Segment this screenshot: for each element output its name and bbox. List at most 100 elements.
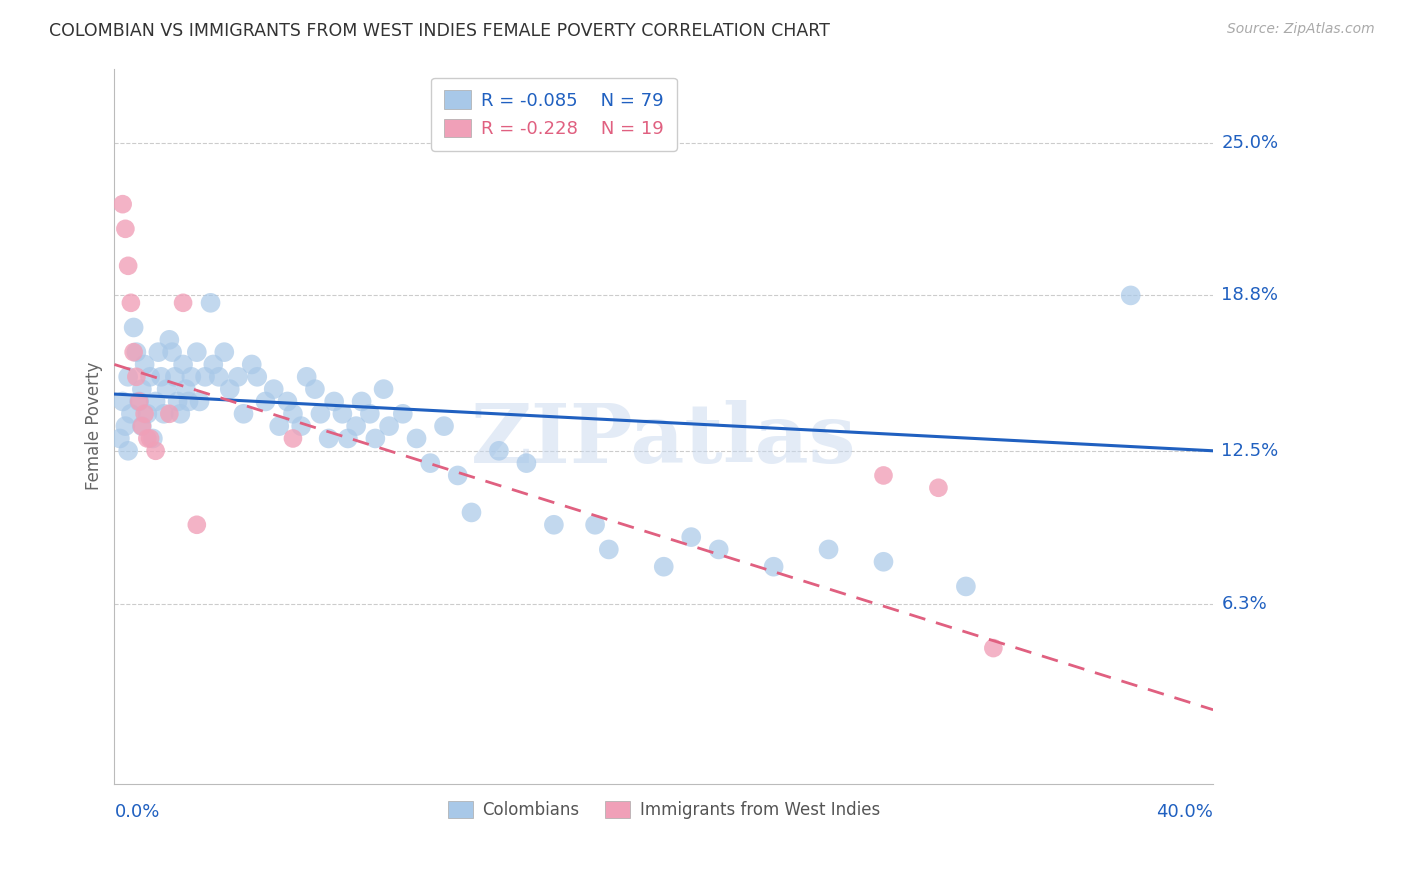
Legend: Colombians, Immigrants from West Indies: Colombians, Immigrants from West Indies (441, 794, 887, 825)
Point (145, 394, 167, 409)
Point (157, 407, 180, 421)
Text: 25.0%: 25.0% (1222, 134, 1278, 152)
Point (163, 369, 186, 384)
Point (391, 407, 413, 421)
Point (378, 419, 401, 434)
Text: Source: ZipAtlas.com: Source: ZipAtlas.com (1227, 22, 1375, 37)
Point (177, 394, 200, 409)
Point (405, 432, 427, 446)
Text: 18.8%: 18.8% (1222, 286, 1278, 304)
Point (208, 369, 231, 384)
Point (142, 432, 165, 446)
Point (114, 222, 136, 236)
Point (139, 369, 162, 384)
Point (246, 369, 269, 384)
Point (136, 432, 159, 446)
Text: ZIPatlas: ZIPatlas (471, 401, 856, 481)
Point (214, 345, 236, 359)
Point (304, 382, 326, 396)
Point (240, 358, 263, 372)
Point (269, 419, 291, 434)
Point (263, 382, 285, 396)
Point (117, 369, 139, 384)
Point (226, 369, 249, 384)
Point (186, 345, 208, 359)
Point (515, 456, 537, 470)
Point (817, 542, 839, 557)
Point (122, 320, 145, 334)
Point (681, 530, 703, 544)
Text: 12.5%: 12.5% (1222, 442, 1278, 459)
Point (169, 407, 191, 421)
Point (332, 407, 354, 421)
Point (318, 432, 340, 446)
Point (172, 358, 194, 372)
Point (180, 369, 202, 384)
Point (131, 419, 153, 434)
Point (194, 369, 217, 384)
Point (295, 369, 318, 384)
Point (350, 394, 373, 409)
Point (232, 407, 254, 421)
Point (543, 517, 565, 532)
Point (174, 382, 197, 396)
Point (120, 295, 142, 310)
Point (1119, 288, 1142, 302)
Point (131, 382, 153, 396)
Point (927, 481, 949, 495)
Point (323, 394, 346, 409)
Point (108, 432, 131, 446)
Point (955, 579, 977, 593)
Point (202, 358, 225, 372)
Point (872, 468, 894, 483)
Point (157, 333, 180, 347)
Point (153, 407, 176, 421)
Point (131, 419, 153, 434)
Text: 0.0%: 0.0% (114, 804, 160, 822)
Point (344, 419, 367, 434)
Point (200, 295, 222, 310)
Point (707, 542, 730, 557)
Point (276, 394, 298, 409)
Point (309, 407, 332, 421)
Point (447, 468, 470, 483)
Point (359, 407, 381, 421)
Point (125, 345, 148, 359)
Point (488, 443, 510, 458)
Point (160, 345, 183, 359)
Point (148, 345, 170, 359)
Point (139, 432, 162, 446)
Point (114, 419, 136, 434)
Point (128, 394, 150, 409)
Point (433, 419, 456, 434)
Text: COLOMBIAN VS IMMIGRANTS FROM WEST INDIES FEMALE POVERTY CORRELATION CHART: COLOMBIAN VS IMMIGRANTS FROM WEST INDIES… (49, 22, 830, 40)
Point (762, 559, 785, 574)
Point (122, 345, 145, 359)
Point (373, 382, 395, 396)
Point (598, 542, 620, 557)
Point (120, 407, 142, 421)
Point (281, 432, 304, 446)
Point (872, 555, 894, 569)
Point (652, 559, 675, 574)
Text: 6.3%: 6.3% (1222, 595, 1267, 613)
Point (364, 432, 387, 446)
Point (583, 517, 606, 532)
Point (111, 197, 134, 211)
Point (111, 394, 134, 409)
Point (290, 419, 312, 434)
Point (134, 407, 156, 421)
Point (145, 443, 167, 458)
Point (166, 394, 188, 409)
Point (117, 259, 139, 273)
Point (117, 443, 139, 458)
Point (336, 432, 359, 446)
Point (186, 517, 208, 532)
Point (254, 394, 277, 409)
Point (419, 456, 441, 470)
Point (172, 295, 194, 310)
Y-axis label: Female Poverty: Female Poverty (86, 362, 103, 491)
Point (218, 382, 240, 396)
Point (150, 369, 173, 384)
Point (281, 407, 304, 421)
